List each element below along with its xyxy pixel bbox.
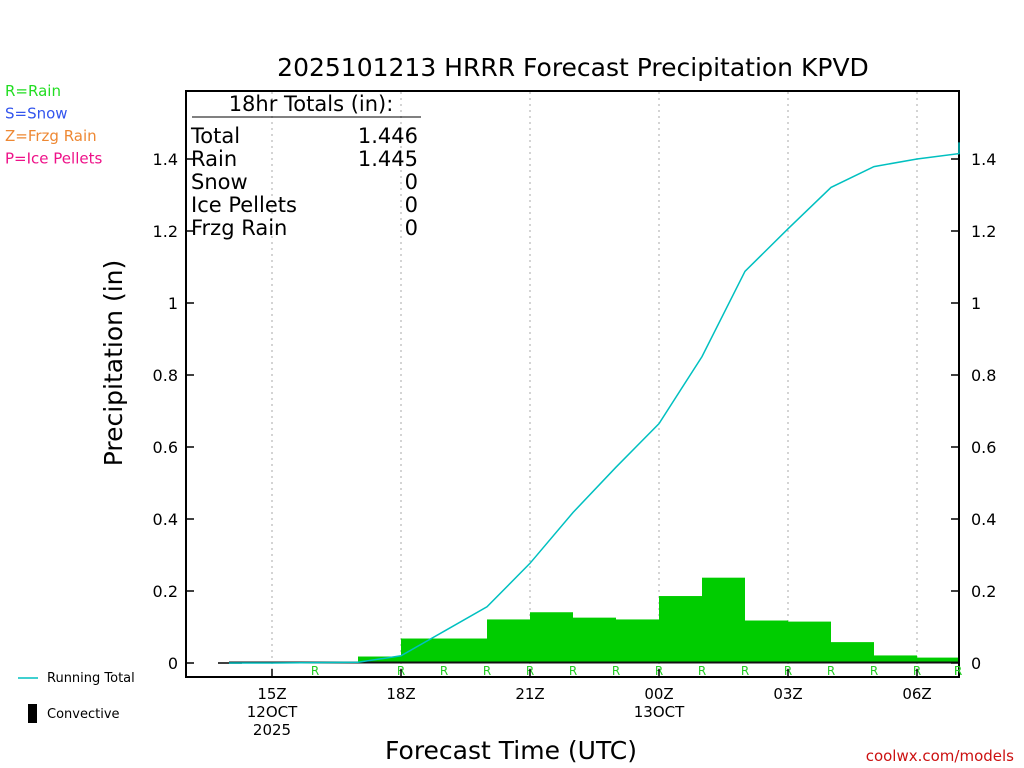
convective-mark (358, 661, 401, 664)
precip-bar (874, 655, 917, 663)
x-tick-label: 21Z (515, 685, 544, 703)
precip-bar (401, 638, 444, 663)
ptype-marker: R (698, 664, 706, 678)
x-tick-label: 00Z (644, 685, 673, 703)
precip-bar (616, 619, 659, 663)
convective-mark (831, 661, 874, 664)
precip-bar (444, 638, 487, 663)
y-tick-label-right: 0.8 (971, 366, 996, 385)
totals-row-label: Frzg Rain (191, 216, 287, 240)
x-gridlines (271, 92, 918, 676)
y-axis: 0 00.2 0.20.4 0.40.6 0.60.8 0.81 11.2 1.21.4 1.4 (153, 150, 997, 673)
ptype-marker: R (827, 664, 835, 678)
x-tick-label: 2025 (253, 721, 291, 739)
running-total-legend-label: Running Total (47, 671, 135, 686)
y-tick-label-left: 0.6 (153, 438, 178, 457)
y-tick-label-right: 0.4 (971, 510, 996, 529)
totals-row-label: Rain (191, 147, 237, 171)
precip-bar (788, 621, 831, 663)
totals-header: 18hr Totals (in): (229, 92, 394, 116)
y-tick-label-right: 1 (971, 294, 981, 313)
x-tick-label: 12OCT (247, 703, 298, 721)
running-total-line (229, 142, 960, 664)
precip-bar (831, 642, 874, 663)
convective-mark (917, 661, 958, 664)
ptype-marker: R (954, 664, 962, 678)
convective-mark (444, 661, 487, 664)
precip-bar (659, 596, 702, 663)
convective-mark (530, 661, 573, 664)
totals-row-value: 1.445 (358, 147, 418, 171)
x-tick-label: 15Z (257, 685, 286, 703)
y-tick-label-left: 1 (168, 294, 178, 313)
y-tick-label-left: 1.2 (153, 222, 178, 241)
precip-bar (702, 577, 745, 663)
convective-mark (487, 661, 530, 664)
totals-box: 18hr Totals (in): Total 1.446 Rain 1.445 Sno… (190, 92, 421, 240)
ptype-marker: R (311, 664, 319, 678)
credit-text: coolwx.com/models (866, 747, 1014, 765)
ptype-legend-item: R=Rain (5, 82, 61, 100)
totals-row-label: Ice Pellets (191, 193, 297, 217)
chart-title: 2025101213 HRRR Forecast Precipitation K… (277, 53, 869, 82)
y-tick-label-right: 0.6 (971, 438, 996, 457)
ptype-marker: R (569, 664, 577, 678)
ptype-markers: RRRRRRRRRRRRRRRR (311, 664, 962, 678)
y-tick-label-right: 1.2 (971, 222, 996, 241)
y-tick-label-left: 0.4 (153, 510, 178, 529)
precip-bar (487, 619, 530, 663)
convective-mark (401, 661, 444, 664)
hourly-precip-bars (272, 577, 958, 663)
convective-legend-label: Convective (47, 707, 120, 722)
x-axis-label: Forecast Time (UTC) (385, 736, 637, 765)
totals-row-value: 0 (405, 193, 418, 217)
precip-bar (530, 612, 573, 663)
ptype-marker: R (440, 664, 448, 678)
ptype-legend: R=Rain S=Snow Z=Frzg Rain P=Ice Pellets (5, 82, 102, 168)
ptype-marker: R (741, 664, 749, 678)
convective-legend-swatch (28, 704, 37, 723)
x-tick-label: 06Z (902, 685, 931, 703)
totals-row-value: 0 (405, 170, 418, 194)
totals-rows: Total 1.446 Rain 1.445 Snow 0 Ice Pellets 0 Frzg… (190, 124, 418, 240)
y-axis-label: Precipitation (in) (99, 260, 128, 467)
bottom-legend: Running Total Convective (18, 671, 135, 723)
convective-mark (616, 661, 659, 664)
ptype-marker: R (612, 664, 620, 678)
totals-row-value: 1.446 (358, 124, 418, 148)
y-tick-label-left: 1.4 (153, 150, 178, 169)
precip-bar (745, 620, 788, 663)
convective-mark (874, 661, 917, 664)
ptype-legend-item: S=Snow (5, 105, 68, 123)
y-tick-label-right: 0.2 (971, 582, 996, 601)
y-tick-label-left: 0 (168, 654, 178, 673)
ptype-marker: R (483, 664, 491, 678)
totals-row-label: Total (190, 124, 240, 148)
totals-row-label: Snow (191, 170, 248, 194)
convective-mark (573, 661, 616, 664)
y-tick-label-left: 0.2 (153, 582, 178, 601)
x-tick-label: 03Z (773, 685, 802, 703)
plot-frame (185, 90, 960, 678)
totals-row-value: 0 (405, 216, 418, 240)
precip-bar (917, 657, 958, 663)
convective-mark (788, 661, 831, 664)
convective-mark (702, 661, 745, 664)
y-tick-label-left: 0.8 (153, 366, 178, 385)
convective-mark (659, 661, 702, 664)
y-tick-label-right: 1.4 (971, 150, 996, 169)
convective-mark (745, 661, 788, 664)
x-tick-label: 13OCT (634, 703, 685, 721)
ptype-legend-item: P=Ice Pellets (5, 150, 102, 168)
ptype-legend-item: Z=Frzg Rain (5, 127, 97, 145)
precip-bar (573, 617, 616, 663)
ptype-marker: R (870, 664, 878, 678)
y-tick-label-right: 0 (971, 654, 981, 673)
x-tick-label: 18Z (386, 685, 415, 703)
ptype-marker: R (954, 664, 962, 678)
